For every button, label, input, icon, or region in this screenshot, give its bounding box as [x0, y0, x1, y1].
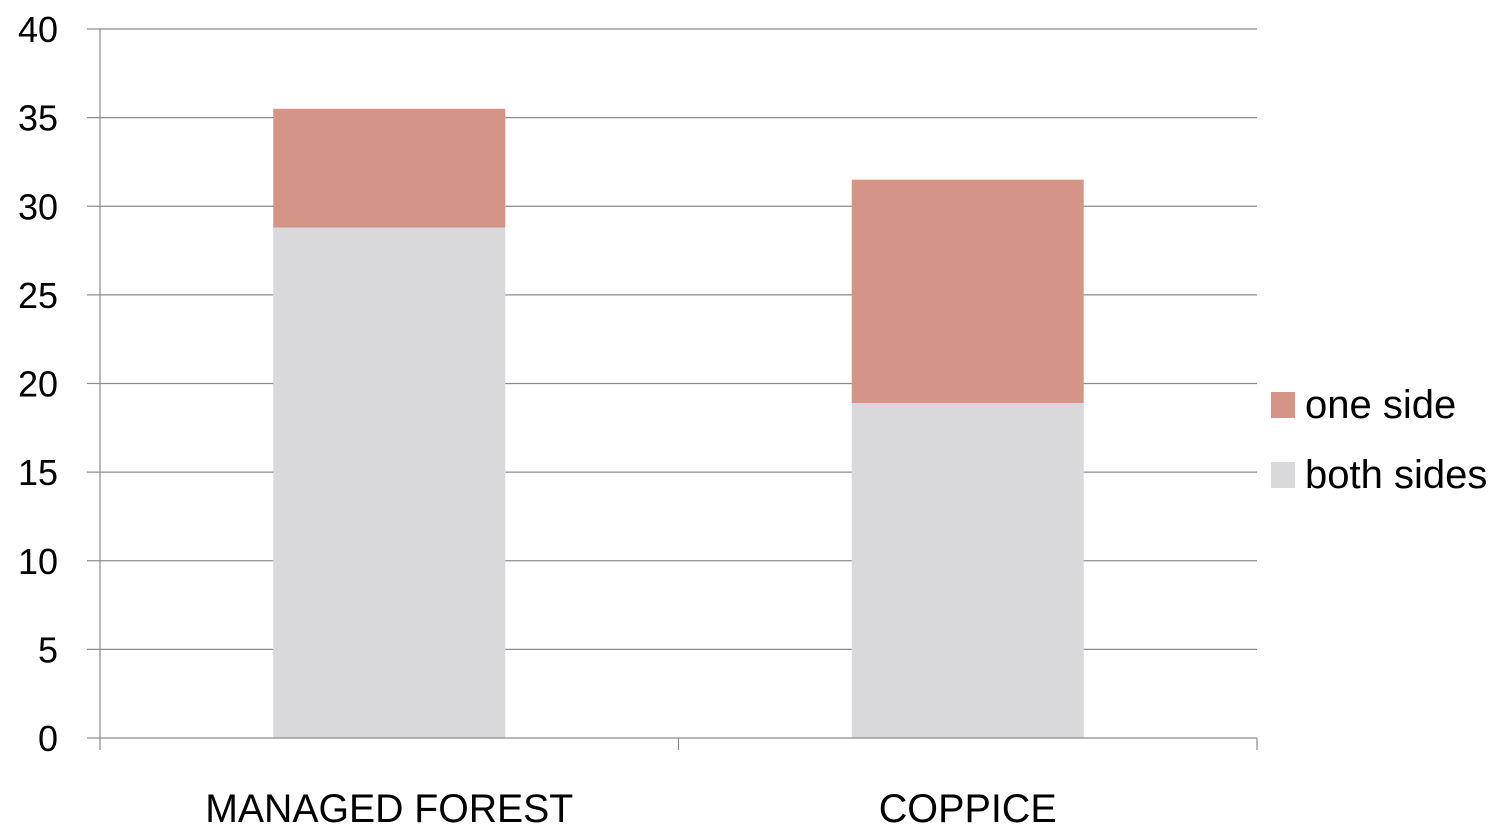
y-tick-label: 0: [38, 718, 58, 759]
legend-layer: one side both sides: [1271, 383, 1487, 497]
y-tick-label: 35: [18, 98, 58, 139]
y-tick-label: 15: [18, 452, 58, 493]
axis-layer: 0 5 10 15 20 25 30 35 40 MANAGED FOREST COPPICE: [18, 9, 1258, 831]
legend-swatch: [1271, 462, 1295, 488]
bar-layer: [273, 108, 1084, 738]
x-category-label: MANAGED FOREST: [205, 787, 573, 827]
bar-segment-both-sides: [851, 402, 1084, 738]
y-tick-label: 5: [38, 629, 58, 670]
y-tick-label: 30: [18, 186, 58, 227]
y-tick-label: 25: [18, 275, 58, 316]
y-tick-label: 20: [18, 364, 58, 405]
legend-swatch: [1271, 392, 1295, 418]
legend-label: both sides: [1305, 453, 1487, 497]
x-category-label: COPPICE: [879, 787, 1057, 827]
y-tick-label: 10: [18, 541, 58, 582]
bar-segment-one-side: [851, 179, 1084, 403]
legend-label: one side: [1305, 383, 1456, 427]
bar-segment-one-side: [273, 108, 506, 228]
y-tick-label: 40: [18, 9, 58, 50]
bar-segment-both-sides: [273, 227, 506, 738]
